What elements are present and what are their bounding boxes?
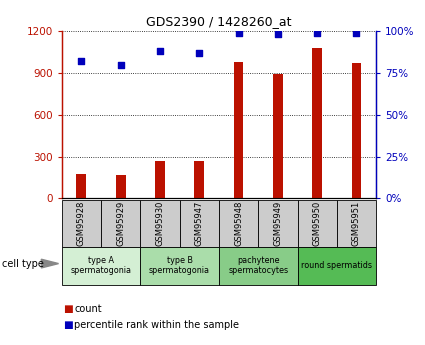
Text: GSM95948: GSM95948 xyxy=(234,201,243,246)
Bar xyxy=(351,63,361,198)
Bar xyxy=(140,200,179,247)
Point xyxy=(235,30,242,36)
Text: GSM95950: GSM95950 xyxy=(313,201,322,246)
Text: GSM95947: GSM95947 xyxy=(195,201,204,246)
Bar xyxy=(298,200,337,247)
Text: type B
spermatogonia: type B spermatogonia xyxy=(149,256,210,275)
Polygon shape xyxy=(41,259,59,268)
Point xyxy=(275,32,281,37)
Bar xyxy=(155,161,165,198)
Text: GSM95928: GSM95928 xyxy=(77,201,86,246)
Text: pachytene
spermatocytes: pachytene spermatocytes xyxy=(228,256,288,275)
Bar xyxy=(62,247,140,285)
Bar xyxy=(337,200,376,247)
Point xyxy=(156,48,163,54)
Bar xyxy=(116,175,125,198)
Point xyxy=(117,62,124,67)
Point xyxy=(196,50,203,56)
Bar xyxy=(219,247,298,285)
Text: GSM95929: GSM95929 xyxy=(116,201,125,246)
Bar xyxy=(179,200,219,247)
Title: GDS2390 / 1428260_at: GDS2390 / 1428260_at xyxy=(146,16,292,29)
Text: cell type: cell type xyxy=(2,259,44,269)
Text: ■: ■ xyxy=(63,304,73,314)
Bar xyxy=(101,200,140,247)
Bar xyxy=(219,200,258,247)
Bar xyxy=(76,174,86,198)
Bar xyxy=(140,247,219,285)
Point xyxy=(78,58,85,64)
Point xyxy=(353,30,360,36)
Bar xyxy=(258,200,297,247)
Text: GSM95949: GSM95949 xyxy=(273,201,282,246)
Point xyxy=(314,30,320,36)
Bar xyxy=(312,48,322,198)
Text: round spermatids: round spermatids xyxy=(301,261,372,270)
Text: percentile rank within the sample: percentile rank within the sample xyxy=(74,320,239,330)
Bar xyxy=(194,161,204,198)
Bar xyxy=(62,200,101,247)
Text: ■: ■ xyxy=(63,320,73,330)
Bar xyxy=(234,62,244,198)
Text: type A
spermatogonia: type A spermatogonia xyxy=(71,256,131,275)
Bar xyxy=(298,247,376,285)
Text: GSM95930: GSM95930 xyxy=(156,201,164,246)
Text: GSM95951: GSM95951 xyxy=(352,201,361,246)
Text: count: count xyxy=(74,304,102,314)
Bar xyxy=(273,73,283,198)
